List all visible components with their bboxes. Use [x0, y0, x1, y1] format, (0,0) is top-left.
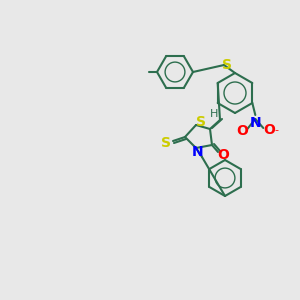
- Text: S: S: [196, 115, 206, 129]
- Text: O: O: [236, 124, 248, 138]
- Text: O: O: [263, 123, 275, 137]
- Text: N: N: [250, 116, 261, 130]
- Text: N: N: [192, 145, 204, 159]
- Text: O: O: [217, 148, 229, 162]
- Text: -: -: [274, 125, 278, 135]
- Text: S: S: [222, 58, 232, 72]
- Text: H: H: [210, 109, 218, 119]
- Text: S: S: [161, 136, 171, 150]
